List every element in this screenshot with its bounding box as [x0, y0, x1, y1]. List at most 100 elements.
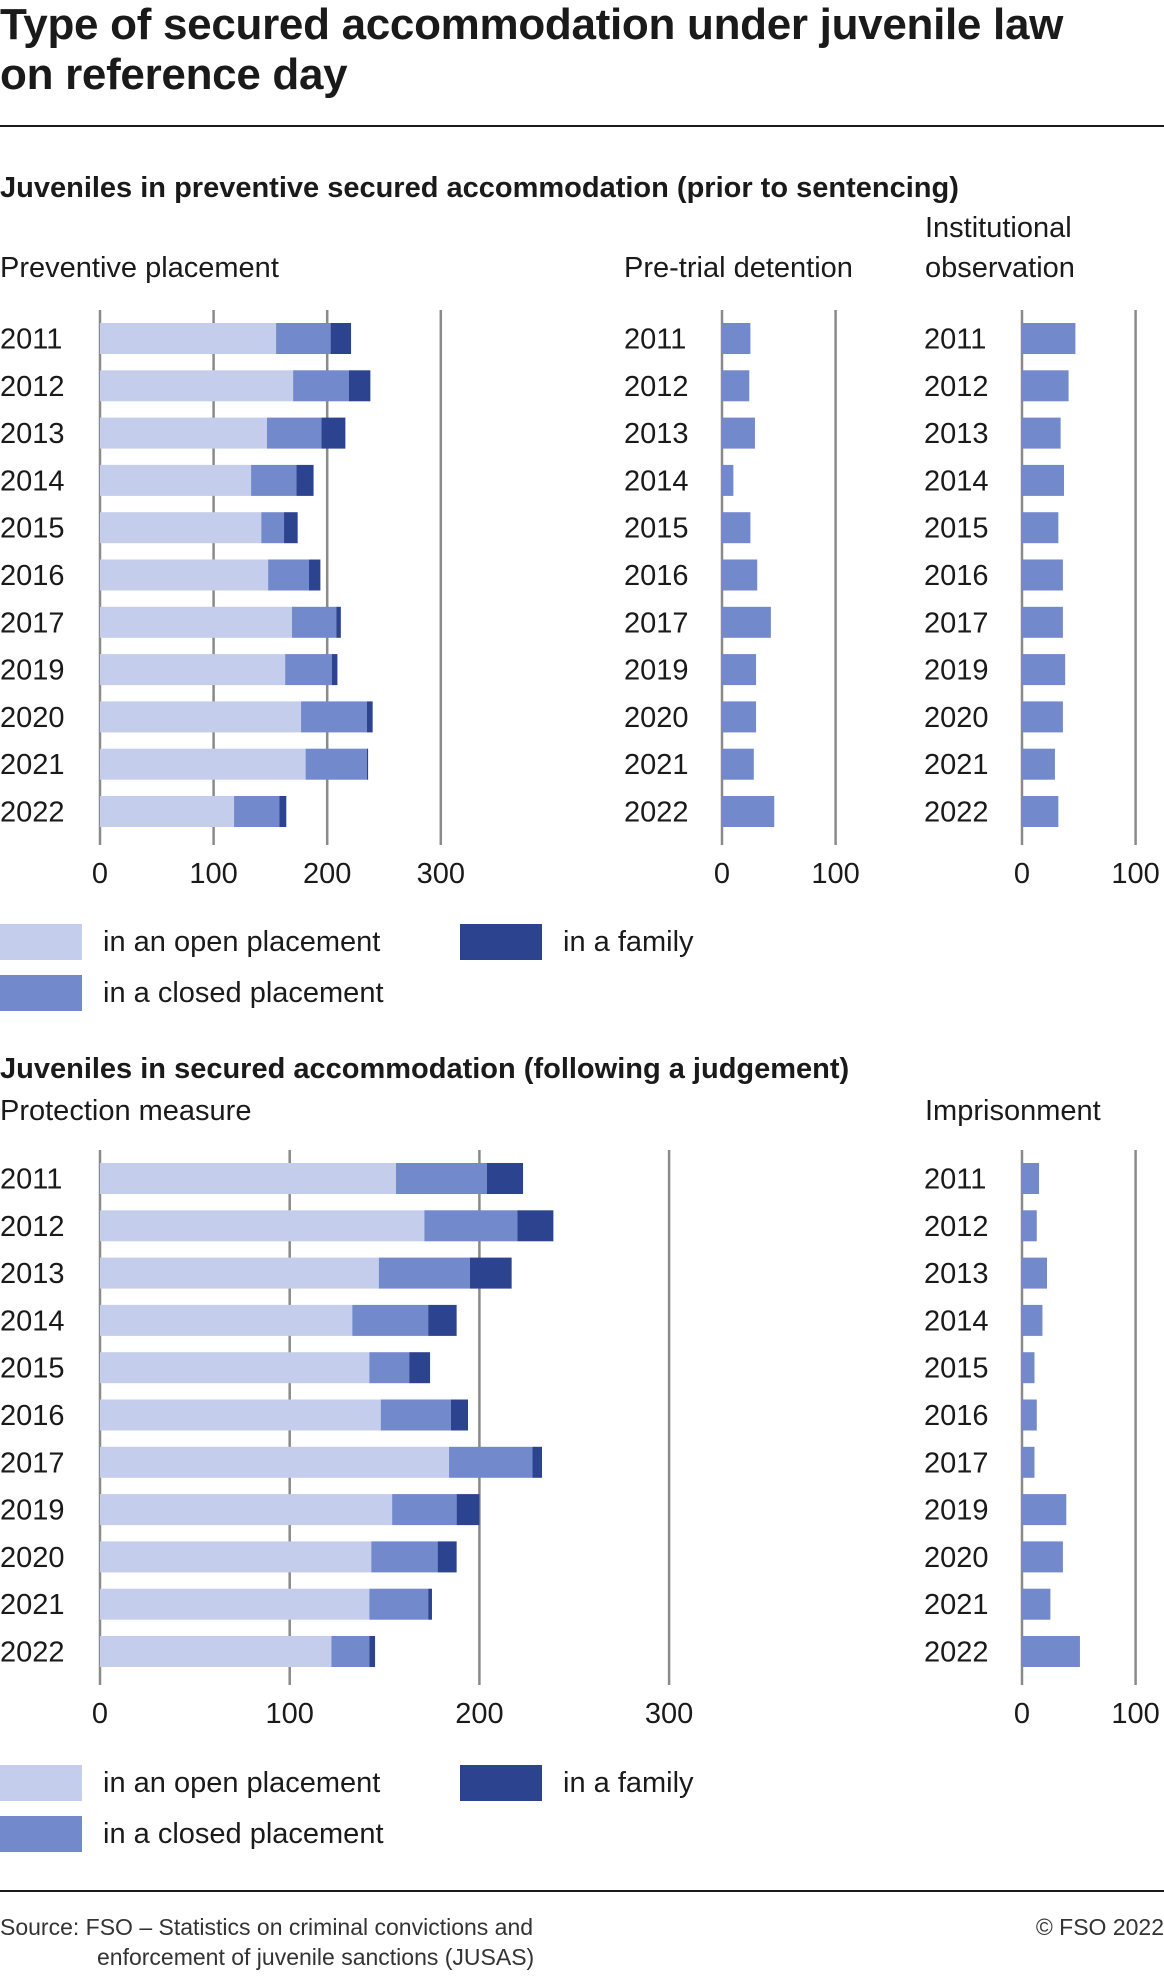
bar-in-a-closed-placement-2014	[251, 464, 297, 496]
panel-title-preventive-placement: Preventive placement	[0, 252, 279, 284]
bar-in-a-closed-placement-2015	[261, 512, 285, 544]
bar-in-an-open-placement-2020	[100, 701, 302, 733]
category-label: 2012	[924, 1211, 989, 1243]
panel-title-pre-trial-detention: Pre-trial detention	[624, 252, 853, 284]
bar-in-an-open-placement-2013	[100, 1257, 379, 1289]
bar-in-a-closed-placement-2016	[722, 559, 758, 591]
category-label: 2011	[624, 324, 686, 356]
bar-in-an-open-placement-2016	[100, 559, 269, 591]
category-label: 2014	[0, 1305, 65, 1337]
category-label: 2012	[0, 1211, 65, 1243]
bar-in-a-closed-placement-2013	[378, 1257, 470, 1289]
category-label: 2017	[0, 1447, 65, 1479]
bar-in-an-open-placement-2017	[100, 606, 292, 638]
bar-in-a-family-2021	[366, 748, 369, 780]
category-label: 2022	[624, 797, 689, 829]
panel-title-protection-measure: Protection measure	[0, 1095, 252, 1127]
bar-in-a-family-2015	[409, 1352, 431, 1384]
category-label: 2016	[0, 1400, 65, 1432]
bar-in-a-closed-placement-2019	[392, 1494, 457, 1526]
bar-in-an-open-placement-2015	[100, 1352, 370, 1384]
category-label: 2012	[624, 371, 689, 403]
category-label: 2021	[0, 749, 65, 781]
panel-title-institutional-observation: Institutional observation	[925, 212, 1075, 284]
bar-in-an-open-placement-2011	[100, 323, 277, 354]
bar-in-an-open-placement-2014	[100, 1304, 353, 1336]
tick-label-100: 100	[266, 1698, 314, 1730]
bar-in-a-closed-placement-2021	[1022, 748, 1055, 780]
bar-in-a-closed-placement-2022	[234, 796, 280, 827]
category-label: 2013	[0, 418, 65, 450]
category-label: 2022	[924, 1637, 989, 1669]
category-label: 2021	[924, 1589, 989, 1621]
legend-label-family: in a family	[563, 1767, 694, 1799]
bar-in-an-open-placement-2013	[100, 417, 267, 449]
chart-imprisonment: 2011 2012 2013 2014 2015 2016 2017 2019 2020 2021…	[924, 1150, 1160, 1730]
bar-in-an-open-placement-2015	[100, 512, 262, 544]
bar-in-a-closed-placement-2019	[722, 654, 757, 686]
bar-in-a-family-2022	[369, 1636, 376, 1667]
category-label: 2014	[924, 465, 989, 497]
bar-in-a-closed-placement-2017	[291, 606, 337, 638]
category-label: 2012	[0, 371, 65, 403]
legend-swatch-open	[0, 924, 82, 960]
category-label: 2015	[0, 1353, 65, 1385]
bar-in-an-open-placement-2022	[100, 1636, 332, 1667]
bar-in-a-closed-placement-2017	[449, 1446, 533, 1478]
bar-in-a-closed-placement-2012	[424, 1210, 518, 1242]
bar-in-a-family-2016	[450, 1399, 469, 1431]
bar-in-a-closed-placement-2017	[722, 606, 771, 638]
bar-in-a-family-2020	[437, 1541, 457, 1573]
bar-in-a-closed-placement-2019	[1022, 1494, 1067, 1526]
category-label: 2019	[924, 1495, 989, 1527]
bar-in-a-closed-placement-2012	[293, 370, 349, 402]
bar-in-a-closed-placement-2013	[1022, 1257, 1047, 1289]
bar-in-a-closed-placement-2017	[1022, 1446, 1035, 1478]
bar-in-a-closed-placement-2022	[722, 796, 775, 827]
category-label: 2019	[0, 1495, 65, 1527]
category-label: 2015	[624, 513, 689, 545]
category-label: 2020	[924, 702, 989, 734]
page-title: Type of secured accommodation under juve…	[0, 0, 1164, 100]
bar-in-an-open-placement-2014	[100, 464, 252, 496]
bar-in-a-family-2019	[456, 1494, 480, 1526]
bar-in-a-family-2014	[296, 464, 314, 496]
bar-in-a-family-2011	[486, 1163, 524, 1194]
category-label: 2022	[0, 1637, 65, 1669]
tick-label-100: 100	[1111, 858, 1159, 890]
chart-pre-trial-detention: 2011 2012 2013 2014 2015 2016 2017 2019 2020 2021…	[624, 310, 860, 890]
category-label: 2016	[924, 1400, 989, 1432]
bar-in-a-closed-placement-2022	[1022, 1636, 1080, 1667]
tick-label-300: 300	[417, 858, 465, 890]
bar-in-a-family-2020	[366, 701, 373, 733]
category-label: 2011	[924, 324, 986, 356]
bar-in-a-closed-placement-2015	[722, 512, 751, 544]
bar-in-an-open-placement-2017	[100, 1446, 450, 1478]
legend-swatch-family	[460, 924, 542, 960]
bar-in-a-family-2013	[321, 417, 346, 449]
bar-in-a-closed-placement-2011	[395, 1163, 487, 1194]
bar-in-a-closed-placement-2016	[268, 559, 310, 591]
bar-in-a-closed-placement-2013	[1022, 417, 1061, 449]
bar-in-a-family-2019	[331, 654, 338, 686]
category-label: 2020	[924, 1542, 989, 1574]
bar-in-a-closed-placement-2020	[1022, 1541, 1063, 1573]
bar-in-a-closed-placement-2014	[722, 464, 734, 496]
title-divider	[0, 125, 1164, 127]
category-label: 2017	[924, 1447, 989, 1479]
category-label: 2016	[624, 560, 689, 592]
bar-in-an-open-placement-2019	[100, 654, 286, 686]
tick-label-0: 0	[714, 858, 730, 890]
bar-in-an-open-placement-2012	[100, 1210, 425, 1242]
category-label: 2020	[0, 702, 65, 734]
category-label: 2011	[0, 1164, 62, 1196]
category-label: 2011	[0, 324, 62, 356]
category-label: 2014	[624, 465, 689, 497]
bar-in-a-closed-placement-2021	[1022, 1588, 1051, 1620]
section-title-judgement: Juveniles in secured accommodation (foll…	[0, 1053, 850, 1085]
category-label: 2017	[924, 607, 989, 639]
bar-in-a-family-2016	[309, 559, 321, 591]
category-label: 2013	[924, 1258, 989, 1290]
category-label: 2017	[624, 607, 689, 639]
section-title-preventive: Juveniles in preventive secured accommod…	[0, 172, 959, 204]
